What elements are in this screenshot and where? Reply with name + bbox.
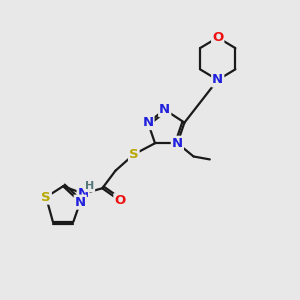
Text: S: S (41, 190, 51, 204)
Text: N: N (159, 103, 170, 116)
Text: H: H (85, 181, 94, 191)
Text: N: N (212, 74, 223, 86)
Text: N: N (172, 137, 183, 150)
Text: S: S (129, 148, 139, 161)
Text: N: N (142, 116, 154, 129)
Text: O: O (212, 31, 223, 44)
Text: O: O (114, 194, 126, 207)
Text: N: N (78, 187, 89, 200)
Text: N: N (75, 196, 86, 208)
